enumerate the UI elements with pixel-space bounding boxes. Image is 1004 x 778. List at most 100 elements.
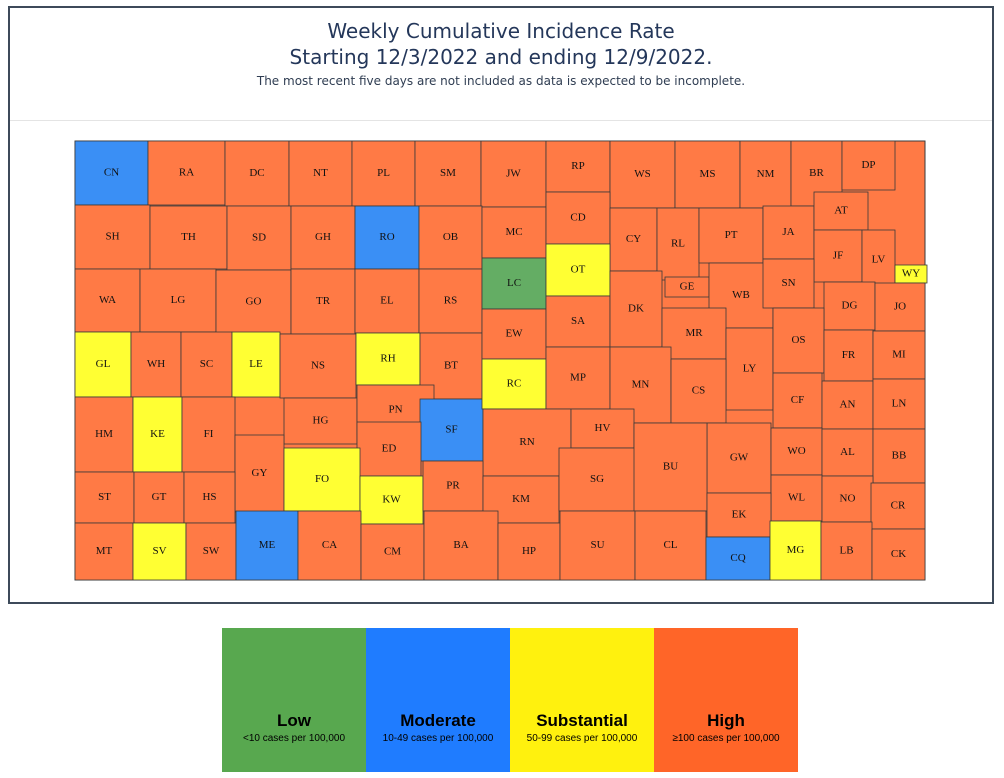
county-fr[interactable] xyxy=(823,329,874,382)
map-title: Weekly Cumulative Incidence Rate xyxy=(327,19,675,43)
county-rs[interactable] xyxy=(418,268,483,334)
county-cr[interactable] xyxy=(870,482,926,530)
legend-moderate-label: Moderate xyxy=(400,710,476,730)
legend-item-high: High ≥100 cases per 100,000 xyxy=(654,628,798,772)
county-dc[interactable] xyxy=(224,140,290,207)
county-label-dk: DK xyxy=(628,303,644,315)
county-ro[interactable] xyxy=(354,205,420,270)
county-go[interactable] xyxy=(215,269,292,335)
county-ek[interactable] xyxy=(706,492,772,538)
county-rl[interactable] xyxy=(656,207,700,281)
county-rc[interactable] xyxy=(481,358,547,410)
county-label-me: ME xyxy=(259,539,276,551)
county-sw[interactable] xyxy=(185,522,237,581)
county-label-ob: OB xyxy=(443,231,458,243)
county-label-ja: JA xyxy=(782,226,794,238)
county-gl[interactable] xyxy=(74,331,132,398)
county-gy[interactable] xyxy=(234,434,285,513)
county-no[interactable] xyxy=(821,475,874,523)
county-rn[interactable] xyxy=(482,408,572,477)
county-cs[interactable] xyxy=(670,358,727,424)
county-jf[interactable] xyxy=(813,229,863,283)
county-label-lv: LV xyxy=(872,254,886,266)
county-label-le: LE xyxy=(249,358,263,370)
county-sd[interactable] xyxy=(226,205,292,271)
county-label-cl: CL xyxy=(663,539,677,551)
county-nm[interactable] xyxy=(739,140,792,209)
county-hs[interactable] xyxy=(183,471,236,524)
county-ed[interactable] xyxy=(356,421,422,477)
county-hm[interactable] xyxy=(74,396,134,473)
county-ck[interactable] xyxy=(871,528,926,581)
county-label-wa: WA xyxy=(99,294,116,306)
county-label-wy: WY xyxy=(902,268,920,280)
county-wa[interactable] xyxy=(74,268,141,333)
county-sa[interactable] xyxy=(545,295,611,348)
county-hg[interactable] xyxy=(283,397,358,445)
county-label-jw: JW xyxy=(506,168,521,180)
county-al[interactable] xyxy=(821,428,874,477)
county-os[interactable] xyxy=(772,307,825,374)
county-lv[interactable] xyxy=(861,229,896,291)
county-gh[interactable] xyxy=(290,205,356,270)
county-mt[interactable] xyxy=(74,522,134,581)
county-rp[interactable] xyxy=(545,140,611,193)
county-hv[interactable] xyxy=(570,408,635,449)
county-pt[interactable] xyxy=(698,207,764,264)
county-label-sw: SW xyxy=(203,545,220,557)
county-label-ws: WS xyxy=(634,168,651,180)
county-label-wb: WB xyxy=(732,289,750,301)
county-an[interactable] xyxy=(821,380,874,430)
county-sn[interactable] xyxy=(762,258,815,309)
county-cm[interactable] xyxy=(360,523,425,581)
county-el[interactable] xyxy=(354,268,420,334)
county-wo[interactable] xyxy=(770,427,823,476)
county-su[interactable] xyxy=(559,510,636,581)
county-ln[interactable] xyxy=(872,378,926,430)
county-me[interactable] xyxy=(235,510,299,581)
county-label-gw: GW xyxy=(730,452,749,464)
county-label-sm: SM xyxy=(440,167,456,179)
county-sv[interactable] xyxy=(132,522,187,581)
county-wh[interactable] xyxy=(130,331,182,398)
county-ke[interactable] xyxy=(132,396,183,473)
county-th[interactable] xyxy=(149,205,228,270)
county-label-at: AT xyxy=(834,205,848,217)
county-ja[interactable] xyxy=(762,205,815,260)
county-rh[interactable] xyxy=(355,332,421,386)
county-label-lc: LC xyxy=(507,277,521,289)
county-lb[interactable] xyxy=(820,521,873,581)
county-jo[interactable] xyxy=(874,282,926,332)
county-ob[interactable] xyxy=(418,205,483,270)
county-cn[interactable] xyxy=(74,140,149,206)
county-mc[interactable] xyxy=(481,206,547,259)
county-gt[interactable] xyxy=(133,471,185,524)
county-lc[interactable] xyxy=(481,257,547,310)
county-mr[interactable] xyxy=(661,307,727,360)
county-cq[interactable] xyxy=(705,536,771,581)
county-tr[interactable] xyxy=(290,268,356,335)
county-dp[interactable] xyxy=(841,140,896,191)
county-le[interactable] xyxy=(231,331,281,398)
county-hp[interactable] xyxy=(497,522,561,581)
county-cl[interactable] xyxy=(634,510,707,581)
county-fi[interactable] xyxy=(181,396,236,473)
county-sh[interactable] xyxy=(74,204,151,270)
county-ns[interactable] xyxy=(279,333,357,399)
county-label-mn: MN xyxy=(632,379,650,391)
county-label-rl: RL xyxy=(671,238,685,250)
county-label-sv: SV xyxy=(152,545,166,557)
county-mg[interactable] xyxy=(769,520,822,581)
county-bu[interactable] xyxy=(633,422,708,512)
county-ra[interactable] xyxy=(147,140,226,206)
legend-item-low: Low <10 cases per 100,000 xyxy=(222,628,366,772)
county-ca[interactable] xyxy=(297,510,362,581)
county-ly[interactable] xyxy=(725,327,774,411)
county-sm[interactable] xyxy=(414,140,482,207)
county-label-mg: MG xyxy=(787,544,805,556)
county-wl[interactable] xyxy=(770,474,823,522)
county-ms[interactable] xyxy=(674,140,741,209)
county-label-th: TH xyxy=(181,231,196,243)
county-ew[interactable] xyxy=(481,308,547,360)
county-fo[interactable] xyxy=(283,447,361,512)
